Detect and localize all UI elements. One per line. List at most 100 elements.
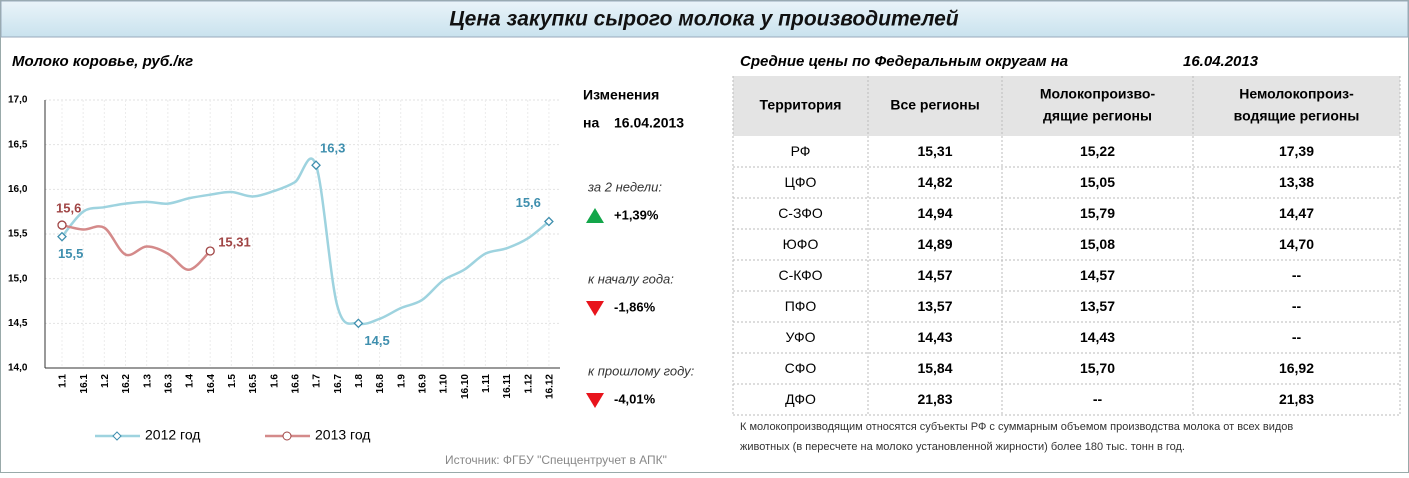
table-cell: 14,57 <box>917 267 952 283</box>
table-cell: -- <box>1292 329 1302 345</box>
x-tick-label: 1.12 <box>523 374 534 394</box>
data-label: 14,5 <box>364 333 389 348</box>
y-tick-label: 15,0 <box>8 273 28 284</box>
table-cell: ПФО <box>785 298 817 314</box>
header-bg <box>733 76 1400 136</box>
page-title: Цена закупки сырого молока у производите… <box>449 8 958 31</box>
x-tick-label: 1.11 <box>481 374 492 393</box>
change-label: к началу года: <box>588 271 674 286</box>
table-cell: -- <box>1292 267 1302 283</box>
legend-marker <box>112 431 122 441</box>
table-cell: 13,38 <box>1279 174 1314 190</box>
data-label: 15,6 <box>516 195 541 210</box>
x-tick-label: 16.6 <box>291 374 302 394</box>
chart: 14,0 14,5 15,0 15,5 16,0 16,5 17,0 1.1 16.1 1.2 16… <box>8 95 560 443</box>
table-date: 16.04.2013 <box>1183 53 1259 70</box>
change-value: +1,39% <box>614 207 659 222</box>
x-tick-label: 1.5 <box>227 374 238 388</box>
table-cell: -- <box>1292 298 1302 314</box>
table-cell: 14,89 <box>917 236 952 252</box>
x-tick-label: 16.4 <box>206 374 217 394</box>
y-tick-label: 16,5 <box>8 139 28 150</box>
table-cell: 21,83 <box>917 391 952 407</box>
legend-marker <box>282 431 292 441</box>
column-header: Молокопроизво- <box>1040 86 1156 102</box>
table-cell: 15,05 <box>1080 174 1115 190</box>
y-tick-label: 14,5 <box>8 318 28 329</box>
chart-title: Молоко коровье, руб./кг <box>12 53 193 70</box>
data-label: 15,5 <box>58 246 83 261</box>
data-label: 15,6 <box>56 201 81 216</box>
table-cell: УФО <box>786 329 816 345</box>
column-header: Территория <box>760 97 842 113</box>
table-cell: -- <box>1093 391 1103 407</box>
column-header: Немолокопроиз- <box>1239 86 1354 102</box>
changes-title: Изменения <box>583 87 659 103</box>
x-tick-label: 1.6 <box>269 374 280 388</box>
data-label: 16,3 <box>320 141 345 156</box>
table-cell: 13,57 <box>1080 298 1115 314</box>
x-tick-label: 16.1 <box>79 374 90 394</box>
table-cell: 14,94 <box>917 205 952 221</box>
changes-prefix: на <box>583 115 599 131</box>
x-tick-label: 16.10 <box>460 374 471 399</box>
change-label: к прошлому году: <box>588 363 695 378</box>
change-arrow <box>586 301 604 316</box>
table-cell: 15,84 <box>917 360 952 376</box>
x-tick-label: 1.3 <box>142 374 153 388</box>
point-marker <box>57 231 67 242</box>
change-label: за 2 недели: <box>587 179 662 194</box>
x-tick-label: 16.8 <box>375 374 386 394</box>
column-header: водящие регионы <box>1234 108 1360 124</box>
table-title: Средние цены по Федеральным округам на <box>740 53 1068 70</box>
table-cell: 15,70 <box>1080 360 1115 376</box>
x-tick-label: 1.4 <box>185 374 196 388</box>
column-header: дящие регионы <box>1043 108 1152 124</box>
x-tick-label: 16.9 <box>418 374 429 394</box>
changes: Изменения на 16.04.2013 за 2 недели: +1,39% к… <box>583 87 695 408</box>
table-cell: 15,22 <box>1080 143 1115 159</box>
table-cell: 13,57 <box>917 298 952 314</box>
table-cell: 15,08 <box>1080 236 1115 252</box>
column-header: Все регионы <box>890 97 979 113</box>
x-tick-label: 1.1 <box>58 374 69 388</box>
x-tick-label: 16.12 <box>545 374 556 399</box>
point-marker <box>353 318 364 329</box>
point-marker <box>205 246 215 256</box>
table-cell: ЮФО <box>783 236 819 252</box>
x-tick-label: 1.2 <box>100 374 111 388</box>
point-marker <box>311 160 321 171</box>
y-tick-label: 15,5 <box>8 229 28 240</box>
legend-label: 2012 год <box>145 427 200 443</box>
x-tick-label: 16.5 <box>248 374 259 394</box>
table-cell: 14,43 <box>1080 329 1115 345</box>
changes-date: 16.04.2013 <box>614 115 684 131</box>
series-line <box>61 157 550 326</box>
table-cell: С-ЗФО <box>778 205 823 221</box>
table-cell: РФ <box>791 143 811 159</box>
y-tick-label: 14,0 <box>8 363 28 374</box>
y-tick-label: 17,0 <box>8 95 28 106</box>
table-cell: 14,43 <box>917 329 952 345</box>
data-label: 15,31 <box>218 234 251 249</box>
table-cell: 14,82 <box>917 174 952 190</box>
change-value: -4,01% <box>614 391 656 406</box>
table-cell: 15,79 <box>1080 205 1115 221</box>
x-tick-label: 1.9 <box>396 374 407 388</box>
table-cell: ДФО <box>785 391 816 407</box>
x-tick-label: 1.7 <box>312 374 323 388</box>
table-cell: 15,31 <box>917 143 952 159</box>
source: Источник: ФГБУ "Спеццентручет в АПК" <box>445 453 667 467</box>
table-cell: 14,57 <box>1080 267 1115 283</box>
point-marker <box>57 220 67 230</box>
table: Средние цены по Федеральным округам на 16… <box>732 53 1401 453</box>
footnote: животных (в пересчете на молоко установл… <box>740 441 1185 453</box>
x-tick-label: 1.10 <box>439 374 450 394</box>
x-tick-label: 16.7 <box>333 374 344 394</box>
x-tick-label: 16.11 <box>502 374 513 399</box>
table-cell: 14,47 <box>1279 205 1314 221</box>
table-cell: 16,92 <box>1279 360 1314 376</box>
change-value: -1,86% <box>614 299 656 314</box>
